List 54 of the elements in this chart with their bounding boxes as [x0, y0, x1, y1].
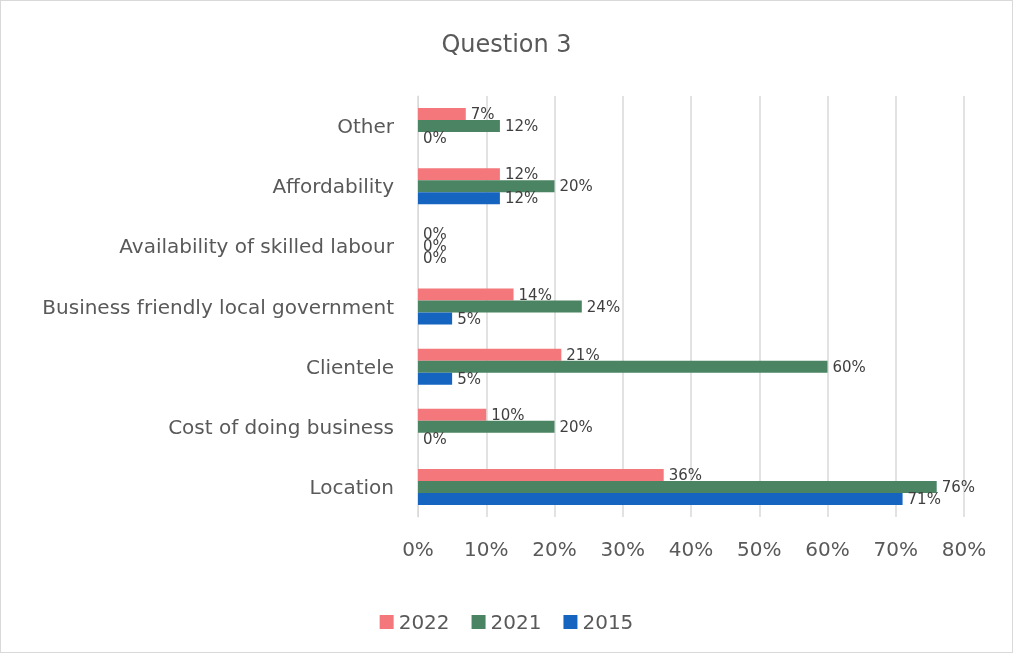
data-label: 14%: [518, 285, 552, 304]
x-tick-label: 30%: [600, 537, 645, 561]
bar: [418, 492, 903, 505]
data-label: 21%: [566, 345, 600, 364]
x-tick-label: 60%: [805, 537, 850, 561]
bar: [418, 120, 500, 133]
bar: [418, 180, 555, 193]
data-label: 0%: [423, 429, 447, 448]
x-tick-label: 20%: [532, 537, 577, 561]
data-label: 0%: [423, 129, 447, 148]
y-tick-label: Availability of skilled labour: [119, 234, 395, 259]
legend-label: 2022: [398, 610, 450, 634]
x-tick-label: 70%: [873, 537, 918, 561]
data-label: 24%: [586, 297, 621, 316]
data-label: 12%: [504, 117, 539, 136]
bar: [418, 108, 466, 121]
data-label: 12%: [504, 189, 539, 208]
data-label: 12%: [504, 165, 539, 184]
data-label: 71%: [907, 489, 941, 508]
x-tick-label: 0%: [402, 537, 434, 561]
data-label: 60%: [832, 357, 866, 376]
bar: [418, 360, 828, 373]
y-tick-label: Location: [309, 474, 394, 499]
data-label: 36%: [668, 465, 703, 484]
bar: [418, 480, 937, 493]
x-tick-label: 10%: [464, 537, 509, 561]
y-tick-label: Affordability: [272, 174, 395, 199]
data-label: 7%: [470, 105, 495, 124]
y-tick-label: Clientele: [305, 354, 394, 379]
data-label: 5%: [457, 309, 481, 328]
bar: [418, 372, 453, 385]
legend-label: 2021: [490, 610, 542, 634]
y-tick-label: Business friendly local government: [42, 294, 395, 319]
bar: [418, 300, 582, 313]
bar: [418, 168, 500, 181]
data-label: 5%: [457, 369, 481, 388]
data-label: 10%: [491, 405, 525, 424]
y-tick-label: Other: [337, 114, 395, 139]
data-label: 20%: [559, 177, 593, 196]
bar: [418, 288, 514, 301]
x-tick-label: 40%: [668, 537, 714, 561]
bar: [418, 420, 555, 433]
x-tick-label: 80%: [941, 537, 987, 561]
x-tick-label: 50%: [737, 537, 782, 561]
data-label: 20%: [559, 417, 593, 436]
bar: [418, 348, 562, 361]
chart-title: Question 3: [441, 30, 572, 58]
bar: [418, 192, 500, 205]
bar: [418, 408, 487, 421]
y-tick-label: Cost of doing business: [168, 414, 394, 439]
data-label: 76%: [941, 477, 976, 496]
bar: [418, 468, 664, 481]
legend-label: 2015: [582, 610, 634, 634]
bar: [418, 312, 453, 325]
